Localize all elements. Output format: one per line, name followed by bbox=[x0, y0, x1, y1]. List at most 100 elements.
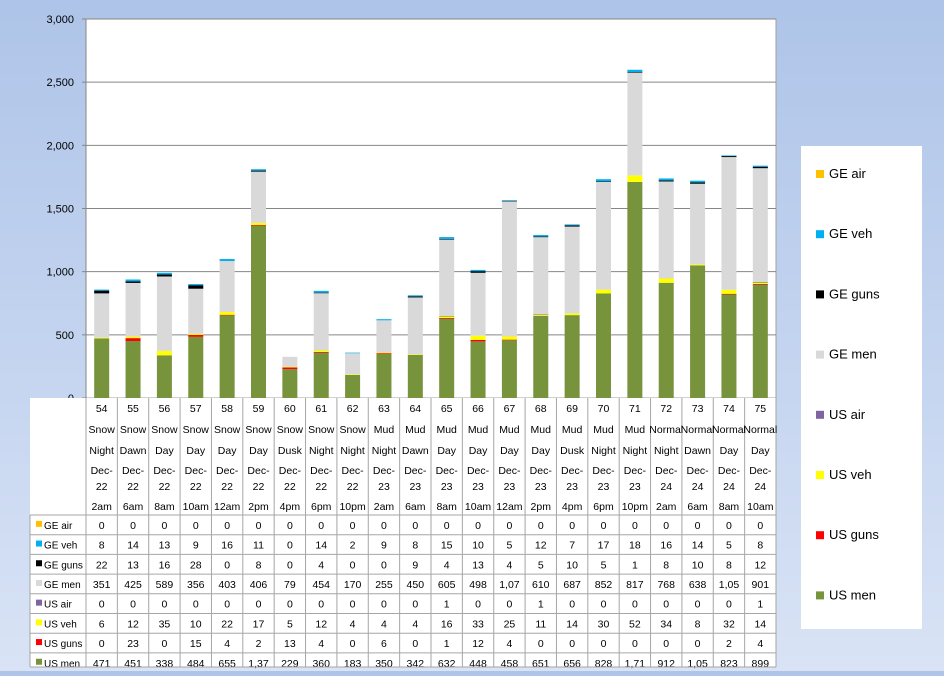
category-label: 54 bbox=[96, 403, 108, 415]
bar-segment-ge-guns bbox=[564, 225, 580, 227]
table-row-label: GE veh bbox=[44, 541, 77, 552]
bar-segment-us-men bbox=[219, 315, 235, 398]
category-label: 2am bbox=[91, 501, 112, 513]
data-label: 0 bbox=[287, 559, 293, 571]
category-label: Day bbox=[155, 445, 174, 457]
bar-segment-ge-men bbox=[721, 157, 737, 290]
category-label: Mud bbox=[468, 424, 489, 436]
category-label: 70 bbox=[598, 403, 610, 415]
bar-segment-ge-men bbox=[282, 356, 298, 367]
data-label: 0 bbox=[695, 520, 701, 532]
bar-segment-us-guns bbox=[188, 334, 204, 337]
data-label: 823 bbox=[720, 658, 738, 670]
category-label: 60 bbox=[284, 403, 296, 415]
y-tick-label: 1,000 bbox=[46, 267, 74, 279]
data-label: 0 bbox=[444, 520, 450, 532]
bar-segment-ge-guns bbox=[407, 296, 423, 298]
data-label: 0 bbox=[601, 520, 607, 532]
category-label: 10am bbox=[183, 501, 210, 513]
data-label: 0 bbox=[569, 638, 575, 650]
data-label: 52 bbox=[629, 618, 641, 630]
data-label: 0 bbox=[757, 520, 763, 532]
data-label: 0 bbox=[632, 599, 638, 611]
data-label: 0 bbox=[601, 638, 607, 650]
bar-segment-us-men bbox=[690, 265, 706, 398]
category-label: Night bbox=[623, 445, 648, 457]
category-label: Mud bbox=[405, 424, 426, 436]
data-label: 342 bbox=[407, 658, 425, 670]
legend-label: GE air bbox=[829, 166, 867, 181]
bar-segment-us-guns bbox=[219, 314, 235, 316]
data-label: 1 bbox=[757, 599, 763, 611]
data-label: 0 bbox=[381, 559, 387, 571]
bar-segment-us-veh bbox=[125, 336, 141, 339]
data-label: 351 bbox=[93, 579, 111, 591]
category-label: 22 bbox=[159, 481, 171, 493]
data-label: 79 bbox=[284, 579, 296, 591]
category-label: 8am bbox=[719, 501, 740, 513]
data-label: 5 bbox=[538, 559, 544, 571]
data-label: 0 bbox=[569, 520, 575, 532]
category-label: 10am bbox=[747, 501, 774, 513]
data-label: 0 bbox=[663, 599, 669, 611]
category-label: Snow bbox=[308, 424, 335, 436]
data-label: 651 bbox=[532, 658, 550, 670]
category-label: 56 bbox=[159, 403, 171, 415]
bar-segment-us-men bbox=[282, 369, 298, 398]
data-label: 0 bbox=[161, 520, 167, 532]
data-label: 901 bbox=[752, 579, 770, 591]
bar-segment-ge-guns bbox=[439, 238, 455, 240]
category-label: Night bbox=[309, 445, 334, 457]
data-label: 14 bbox=[315, 540, 327, 552]
data-label: 5 bbox=[726, 540, 732, 552]
data-label: 687 bbox=[563, 579, 581, 591]
data-label: 8 bbox=[256, 559, 262, 571]
category-label: 22 bbox=[253, 481, 265, 493]
category-label: Dusk bbox=[278, 445, 303, 457]
data-label: 403 bbox=[218, 579, 236, 591]
data-label: 0 bbox=[193, 520, 199, 532]
category-label: 23 bbox=[504, 481, 516, 493]
bar-segment-ge-men bbox=[407, 297, 423, 355]
bar-segment-us-veh bbox=[752, 282, 768, 284]
data-label: 828 bbox=[595, 658, 613, 670]
category-label: Snow bbox=[339, 424, 366, 436]
bar-segment-us-guns bbox=[752, 283, 768, 285]
category-label: 55 bbox=[127, 403, 139, 415]
bar-segment-us-veh bbox=[721, 289, 737, 294]
data-label: 0 bbox=[726, 520, 732, 532]
bar-segment-ge-veh bbox=[752, 165, 768, 167]
category-label: Day bbox=[531, 445, 550, 457]
bar-segment-us-veh bbox=[564, 313, 580, 316]
bar-segment-us-guns bbox=[251, 225, 266, 226]
category-label: 6am bbox=[405, 501, 426, 513]
bar-segment-us-veh bbox=[251, 222, 266, 226]
category-label: Mud bbox=[499, 424, 520, 436]
table-row-label: GE air bbox=[44, 521, 73, 532]
bar-segment-us-men bbox=[125, 341, 141, 398]
data-label: 1,05 bbox=[719, 579, 740, 591]
data-label: 0 bbox=[256, 599, 262, 611]
category-label: 66 bbox=[472, 403, 484, 415]
category-label: Dec- bbox=[749, 465, 772, 477]
category-label: 65 bbox=[441, 403, 453, 415]
category-label: Dawn bbox=[120, 445, 147, 457]
data-label: 0 bbox=[287, 540, 293, 552]
y-tick-label: 3,000 bbox=[46, 14, 74, 26]
bar-segment-ge-veh bbox=[690, 180, 706, 183]
category-label: Dec- bbox=[310, 465, 333, 477]
data-label: 4 bbox=[318, 638, 324, 650]
bar-segment-ge-men bbox=[596, 181, 611, 290]
bar-segment-us-air bbox=[752, 282, 768, 283]
bar-segment-ge-guns bbox=[470, 271, 486, 273]
category-label: 10pm bbox=[339, 501, 366, 513]
bar-segment-ge-guns bbox=[627, 72, 643, 73]
bar-segment-ge-veh bbox=[407, 295, 423, 297]
data-label: 255 bbox=[375, 579, 393, 591]
category-label: Night bbox=[340, 445, 365, 457]
data-label: 0 bbox=[632, 520, 638, 532]
data-label: 4 bbox=[350, 618, 356, 630]
category-label: Dec- bbox=[561, 465, 584, 477]
data-label: 4 bbox=[444, 559, 450, 571]
category-label: 23 bbox=[378, 481, 390, 493]
